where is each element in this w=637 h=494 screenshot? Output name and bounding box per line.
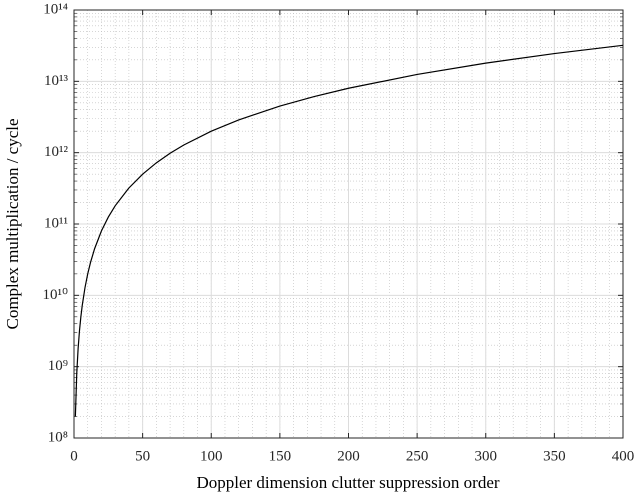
y-tick-label: 10¹¹ [44,215,68,231]
x-tick-label: 200 [337,448,360,464]
x-tick-label: 400 [612,448,635,464]
data-line [74,44,624,417]
plot-frame [73,9,624,439]
x-tick-label: 0 [70,448,78,464]
x-tick-label: 50 [135,448,150,464]
x-tick-label: 250 [406,448,429,464]
y-tick-label: 10¹³ [44,73,68,89]
x-tick-label: 300 [475,448,498,464]
x-tick-label: 100 [200,448,223,464]
y-tick-label: 10⁸ [48,429,68,445]
y-axis-label: Complex multiplication / cycle [3,118,22,329]
y-tick-label: 10¹⁴ [43,1,68,17]
x-tick-label: 350 [543,448,566,464]
y-tick-label: 10¹² [44,144,68,160]
x-tick-label: 150 [269,448,292,464]
x-axis-label: Doppler dimension clutter suppression or… [196,473,499,492]
y-tick-label: 10¹⁰ [42,287,68,303]
y-tick-label: 10⁹ [48,358,68,374]
